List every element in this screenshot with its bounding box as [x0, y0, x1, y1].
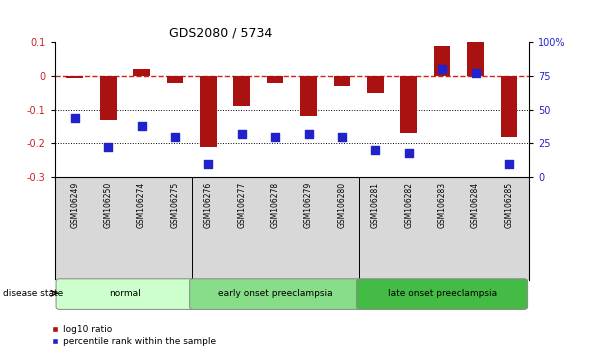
- Bar: [267, 76, 283, 83]
- Text: normal: normal: [109, 289, 140, 298]
- Text: GSM106249: GSM106249: [71, 182, 79, 228]
- Text: disease state: disease state: [3, 289, 63, 298]
- Point: [103, 144, 113, 150]
- Bar: [467, 42, 484, 76]
- Bar: [500, 76, 517, 137]
- Legend: log10 ratio, percentile rank within the sample: log10 ratio, percentile rank within the …: [47, 321, 220, 349]
- Text: GSM106281: GSM106281: [371, 182, 380, 228]
- Text: GSM106283: GSM106283: [438, 182, 447, 228]
- Bar: [334, 76, 350, 86]
- Bar: [200, 76, 216, 147]
- Bar: [167, 76, 183, 83]
- FancyBboxPatch shape: [357, 279, 528, 309]
- Text: GSM106274: GSM106274: [137, 182, 146, 228]
- Bar: [401, 76, 417, 133]
- FancyBboxPatch shape: [190, 279, 361, 309]
- Text: early onset preeclampsia: early onset preeclampsia: [218, 289, 333, 298]
- Point: [204, 161, 213, 166]
- Text: late onset preeclampsia: late onset preeclampsia: [387, 289, 497, 298]
- Text: GSM106280: GSM106280: [337, 182, 347, 228]
- Point: [70, 115, 80, 121]
- Text: GSM106279: GSM106279: [304, 182, 313, 228]
- Text: GSM106285: GSM106285: [505, 182, 513, 228]
- Bar: [300, 76, 317, 116]
- Point: [303, 131, 313, 137]
- Bar: [133, 69, 150, 76]
- Text: GSM106284: GSM106284: [471, 182, 480, 228]
- Bar: [233, 76, 250, 106]
- Point: [437, 67, 447, 72]
- Bar: [367, 76, 384, 93]
- Point: [337, 134, 347, 139]
- Bar: [66, 76, 83, 78]
- Point: [404, 150, 413, 156]
- FancyBboxPatch shape: [56, 279, 194, 309]
- Title: GDS2080 / 5734: GDS2080 / 5734: [169, 27, 272, 40]
- Text: GSM106250: GSM106250: [103, 182, 112, 228]
- Point: [370, 147, 380, 153]
- Point: [271, 134, 280, 139]
- Point: [504, 161, 514, 166]
- Point: [237, 131, 247, 137]
- Point: [137, 123, 147, 129]
- Point: [471, 70, 480, 76]
- Text: GSM106282: GSM106282: [404, 182, 413, 228]
- Bar: [434, 46, 451, 76]
- Bar: [100, 76, 117, 120]
- Text: GSM106277: GSM106277: [237, 182, 246, 228]
- Text: GSM106276: GSM106276: [204, 182, 213, 228]
- Point: [170, 134, 180, 139]
- Text: GSM106275: GSM106275: [170, 182, 179, 228]
- Text: GSM106278: GSM106278: [271, 182, 280, 228]
